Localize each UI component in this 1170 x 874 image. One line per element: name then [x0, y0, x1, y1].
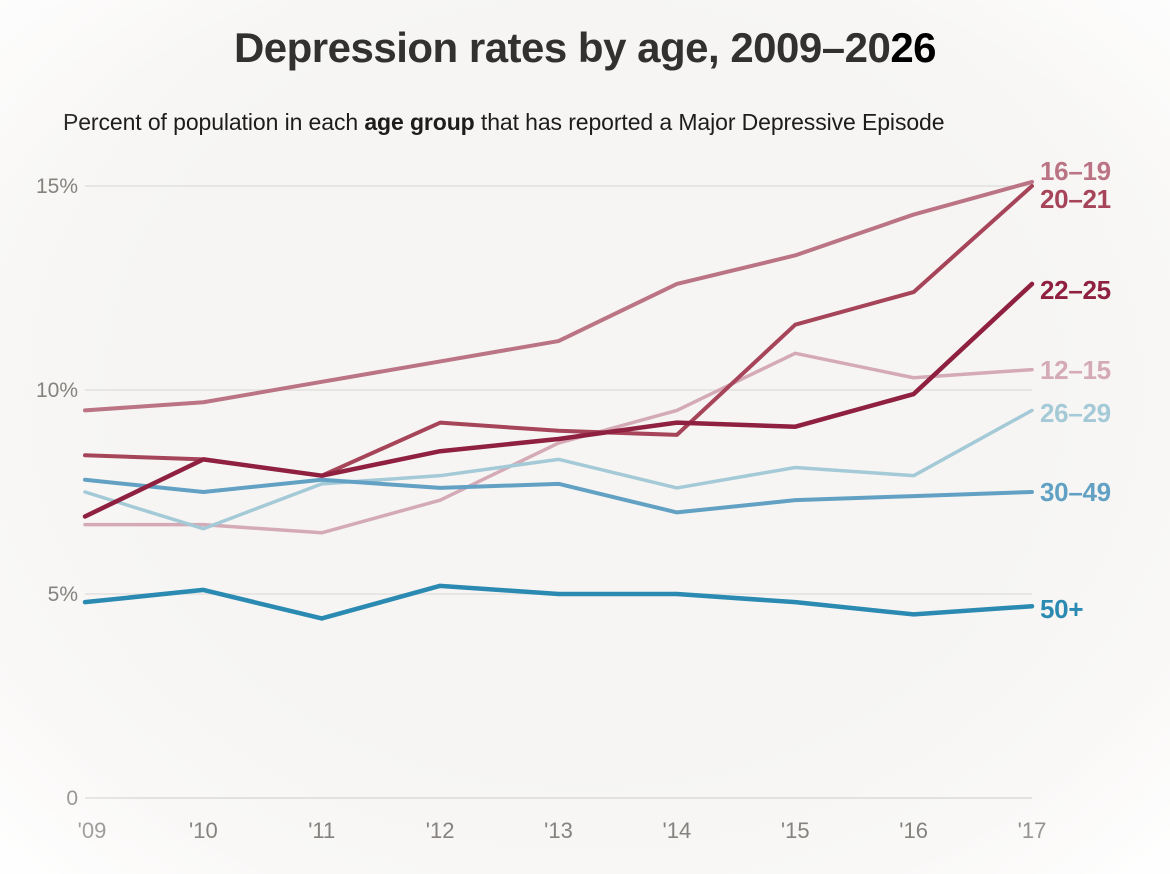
y-axis-label-15: 15%	[36, 175, 78, 198]
line-series-30-49	[83, 477, 1034, 515]
line-series-12-15	[83, 351, 1034, 535]
legend-label-12-15: 12–15	[1040, 355, 1111, 385]
line-series-26-29	[83, 408, 1034, 531]
x-axis-label-11: '11	[308, 818, 335, 843]
x-axis-label-12: '12	[426, 818, 455, 843]
y-axis-label-5: 5%	[48, 583, 78, 606]
legend-label-26-29: 26–29	[1040, 398, 1111, 428]
x-axis-label-10: '10	[189, 818, 218, 843]
legend-label-22-25: 22–25	[1040, 275, 1111, 305]
legend-label-50plus: 50+	[1040, 594, 1084, 624]
legend-label-30-49: 30–49	[1040, 477, 1111, 507]
line-series-50plus	[82, 583, 1035, 621]
y-axis-label-10: 10%	[36, 379, 78, 402]
x-axis-label-09: '09	[78, 818, 107, 843]
x-axis-label-15: '15	[781, 818, 810, 843]
x-axis-label-16: '16	[899, 818, 928, 843]
x-axis-label-17: '17	[1018, 818, 1047, 843]
y-axis-label-0: 0	[66, 787, 78, 810]
line-series-22-25	[82, 281, 1035, 519]
legend-label-16-19: 16–19	[1040, 156, 1111, 186]
x-axis-label-14: '14	[663, 818, 692, 843]
line-series-20-21	[83, 184, 1034, 478]
x-axis-label-13: '13	[544, 818, 573, 843]
legend-label-20-21: 20–21	[1040, 184, 1111, 214]
line-series-16-19	[83, 179, 1034, 413]
